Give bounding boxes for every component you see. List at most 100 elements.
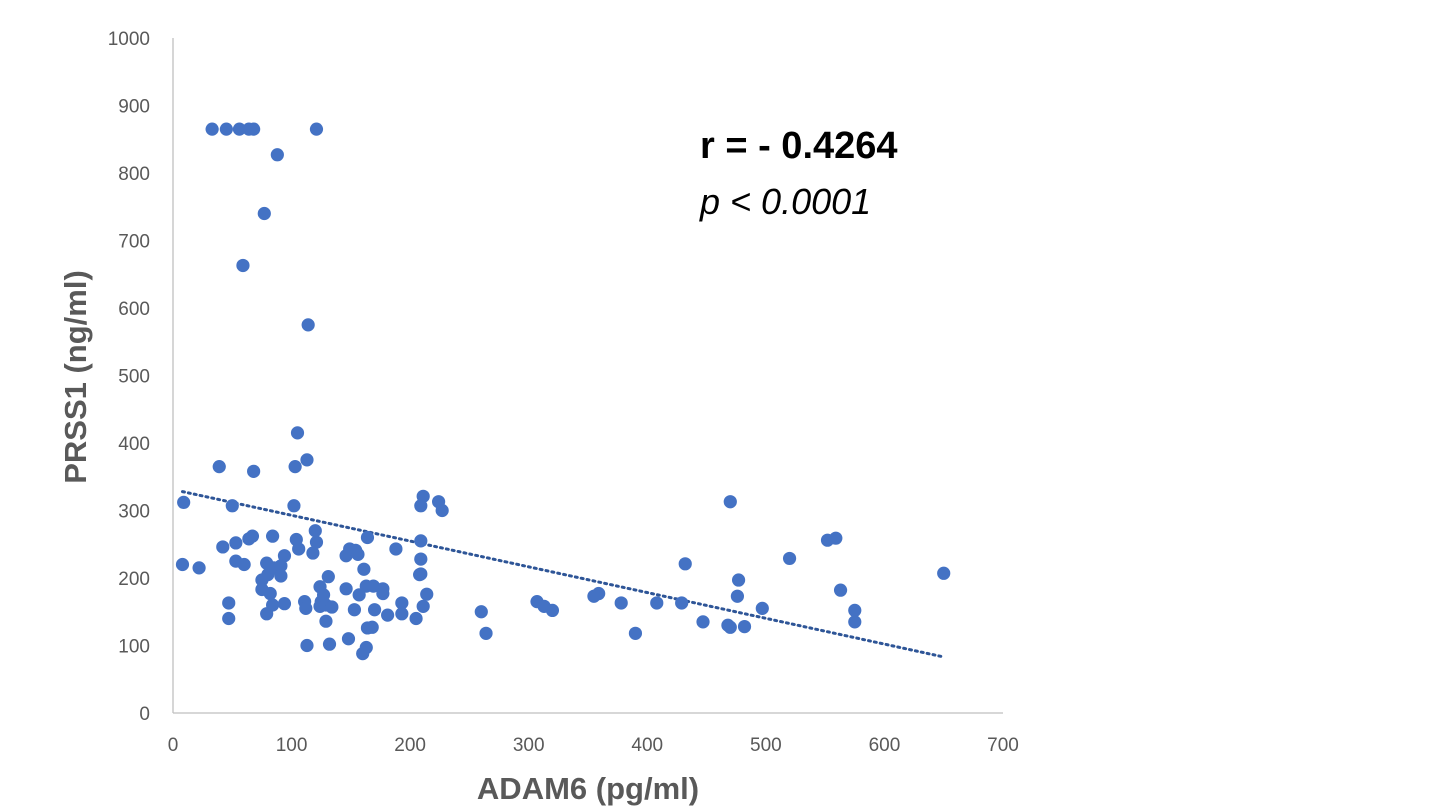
data-point <box>678 557 692 571</box>
data-point <box>782 551 797 566</box>
data-point <box>277 597 292 611</box>
data-point <box>247 122 261 136</box>
data-point <box>833 583 848 597</box>
data-point <box>414 567 428 581</box>
data-point <box>347 603 362 617</box>
data-point <box>274 559 288 573</box>
y-tick-label: 300 <box>118 502 150 523</box>
data-point <box>731 573 746 587</box>
data-point <box>236 258 250 273</box>
y-axis-title: PRSS1 (ng/ml) <box>58 270 93 484</box>
y-tick-label: 200 <box>118 569 150 590</box>
data-point <box>479 626 493 640</box>
trendline-group <box>180 490 946 659</box>
data-point <box>367 603 382 617</box>
data-point <box>848 615 862 629</box>
data-point <box>299 601 313 615</box>
data-point <box>219 122 233 136</box>
data-point <box>216 540 230 554</box>
data-point <box>376 586 390 601</box>
x-tick-label: 500 <box>750 735 782 756</box>
data-point <box>277 549 292 563</box>
data-points <box>175 122 951 661</box>
data-point <box>274 569 288 583</box>
data-point <box>292 542 306 556</box>
data-point <box>341 632 356 646</box>
data-point <box>675 596 689 610</box>
data-point <box>290 426 305 440</box>
data-point <box>287 499 301 513</box>
x-tick-label: 400 <box>631 735 663 756</box>
data-point <box>175 557 190 572</box>
data-point <box>357 562 371 576</box>
data-point <box>730 589 745 603</box>
data-point <box>614 596 628 610</box>
data-point <box>222 611 236 626</box>
data-point <box>339 582 353 596</box>
data-point <box>395 596 409 610</box>
data-point <box>723 495 737 509</box>
data-point <box>360 530 375 545</box>
y-tick-label: 1000 <box>108 29 150 50</box>
data-point <box>937 566 951 580</box>
data-point <box>829 531 843 545</box>
data-point <box>414 534 428 548</box>
data-point <box>474 605 488 619</box>
data-point <box>416 599 430 613</box>
p-value-annotation: p < 0.0001 <box>699 181 871 222</box>
data-point <box>848 603 862 618</box>
data-point <box>309 535 324 549</box>
data-point <box>270 148 284 162</box>
data-point <box>414 499 428 513</box>
data-point <box>266 529 280 543</box>
data-point <box>351 547 365 561</box>
x-tick-label: 100 <box>276 735 308 756</box>
data-point <box>232 122 246 136</box>
data-point <box>592 586 606 601</box>
data-point <box>365 620 379 634</box>
data-point <box>322 637 337 651</box>
y-tick-label: 400 <box>118 434 150 455</box>
data-point <box>301 318 315 332</box>
data-point <box>650 596 664 610</box>
x-tick-label: 600 <box>869 735 901 756</box>
data-point <box>266 598 280 612</box>
data-point <box>308 524 322 538</box>
data-point <box>229 536 243 550</box>
data-point <box>321 570 335 584</box>
data-point <box>319 614 333 628</box>
y-tick-label: 600 <box>118 299 150 320</box>
data-point <box>222 596 236 610</box>
data-point <box>257 206 271 221</box>
correlation-r-annotation: r = - 0.4264 <box>700 125 898 167</box>
data-point <box>225 499 239 513</box>
data-point <box>737 620 752 634</box>
data-point <box>420 587 434 601</box>
data-point <box>245 529 260 543</box>
trendline <box>180 490 946 659</box>
data-point <box>414 552 428 566</box>
data-point <box>352 588 366 602</box>
data-point <box>381 608 395 622</box>
x-tick-label: 700 <box>987 735 1019 756</box>
data-point <box>205 122 219 136</box>
data-point <box>755 601 769 615</box>
data-point <box>389 542 403 556</box>
data-point <box>395 607 409 621</box>
data-point <box>545 603 560 618</box>
y-tick-label: 500 <box>118 367 150 388</box>
data-point <box>696 615 710 629</box>
data-point <box>263 586 277 601</box>
data-point <box>300 638 314 653</box>
y-tick-label: 900 <box>118 97 150 118</box>
data-point <box>192 561 206 575</box>
y-tick-label: 0 <box>139 704 150 725</box>
data-point <box>409 611 423 626</box>
axes <box>172 38 1003 714</box>
data-point <box>247 464 261 478</box>
data-point <box>325 600 339 614</box>
data-point <box>723 620 737 634</box>
y-tick-label: 800 <box>118 164 150 185</box>
data-point <box>306 546 320 560</box>
